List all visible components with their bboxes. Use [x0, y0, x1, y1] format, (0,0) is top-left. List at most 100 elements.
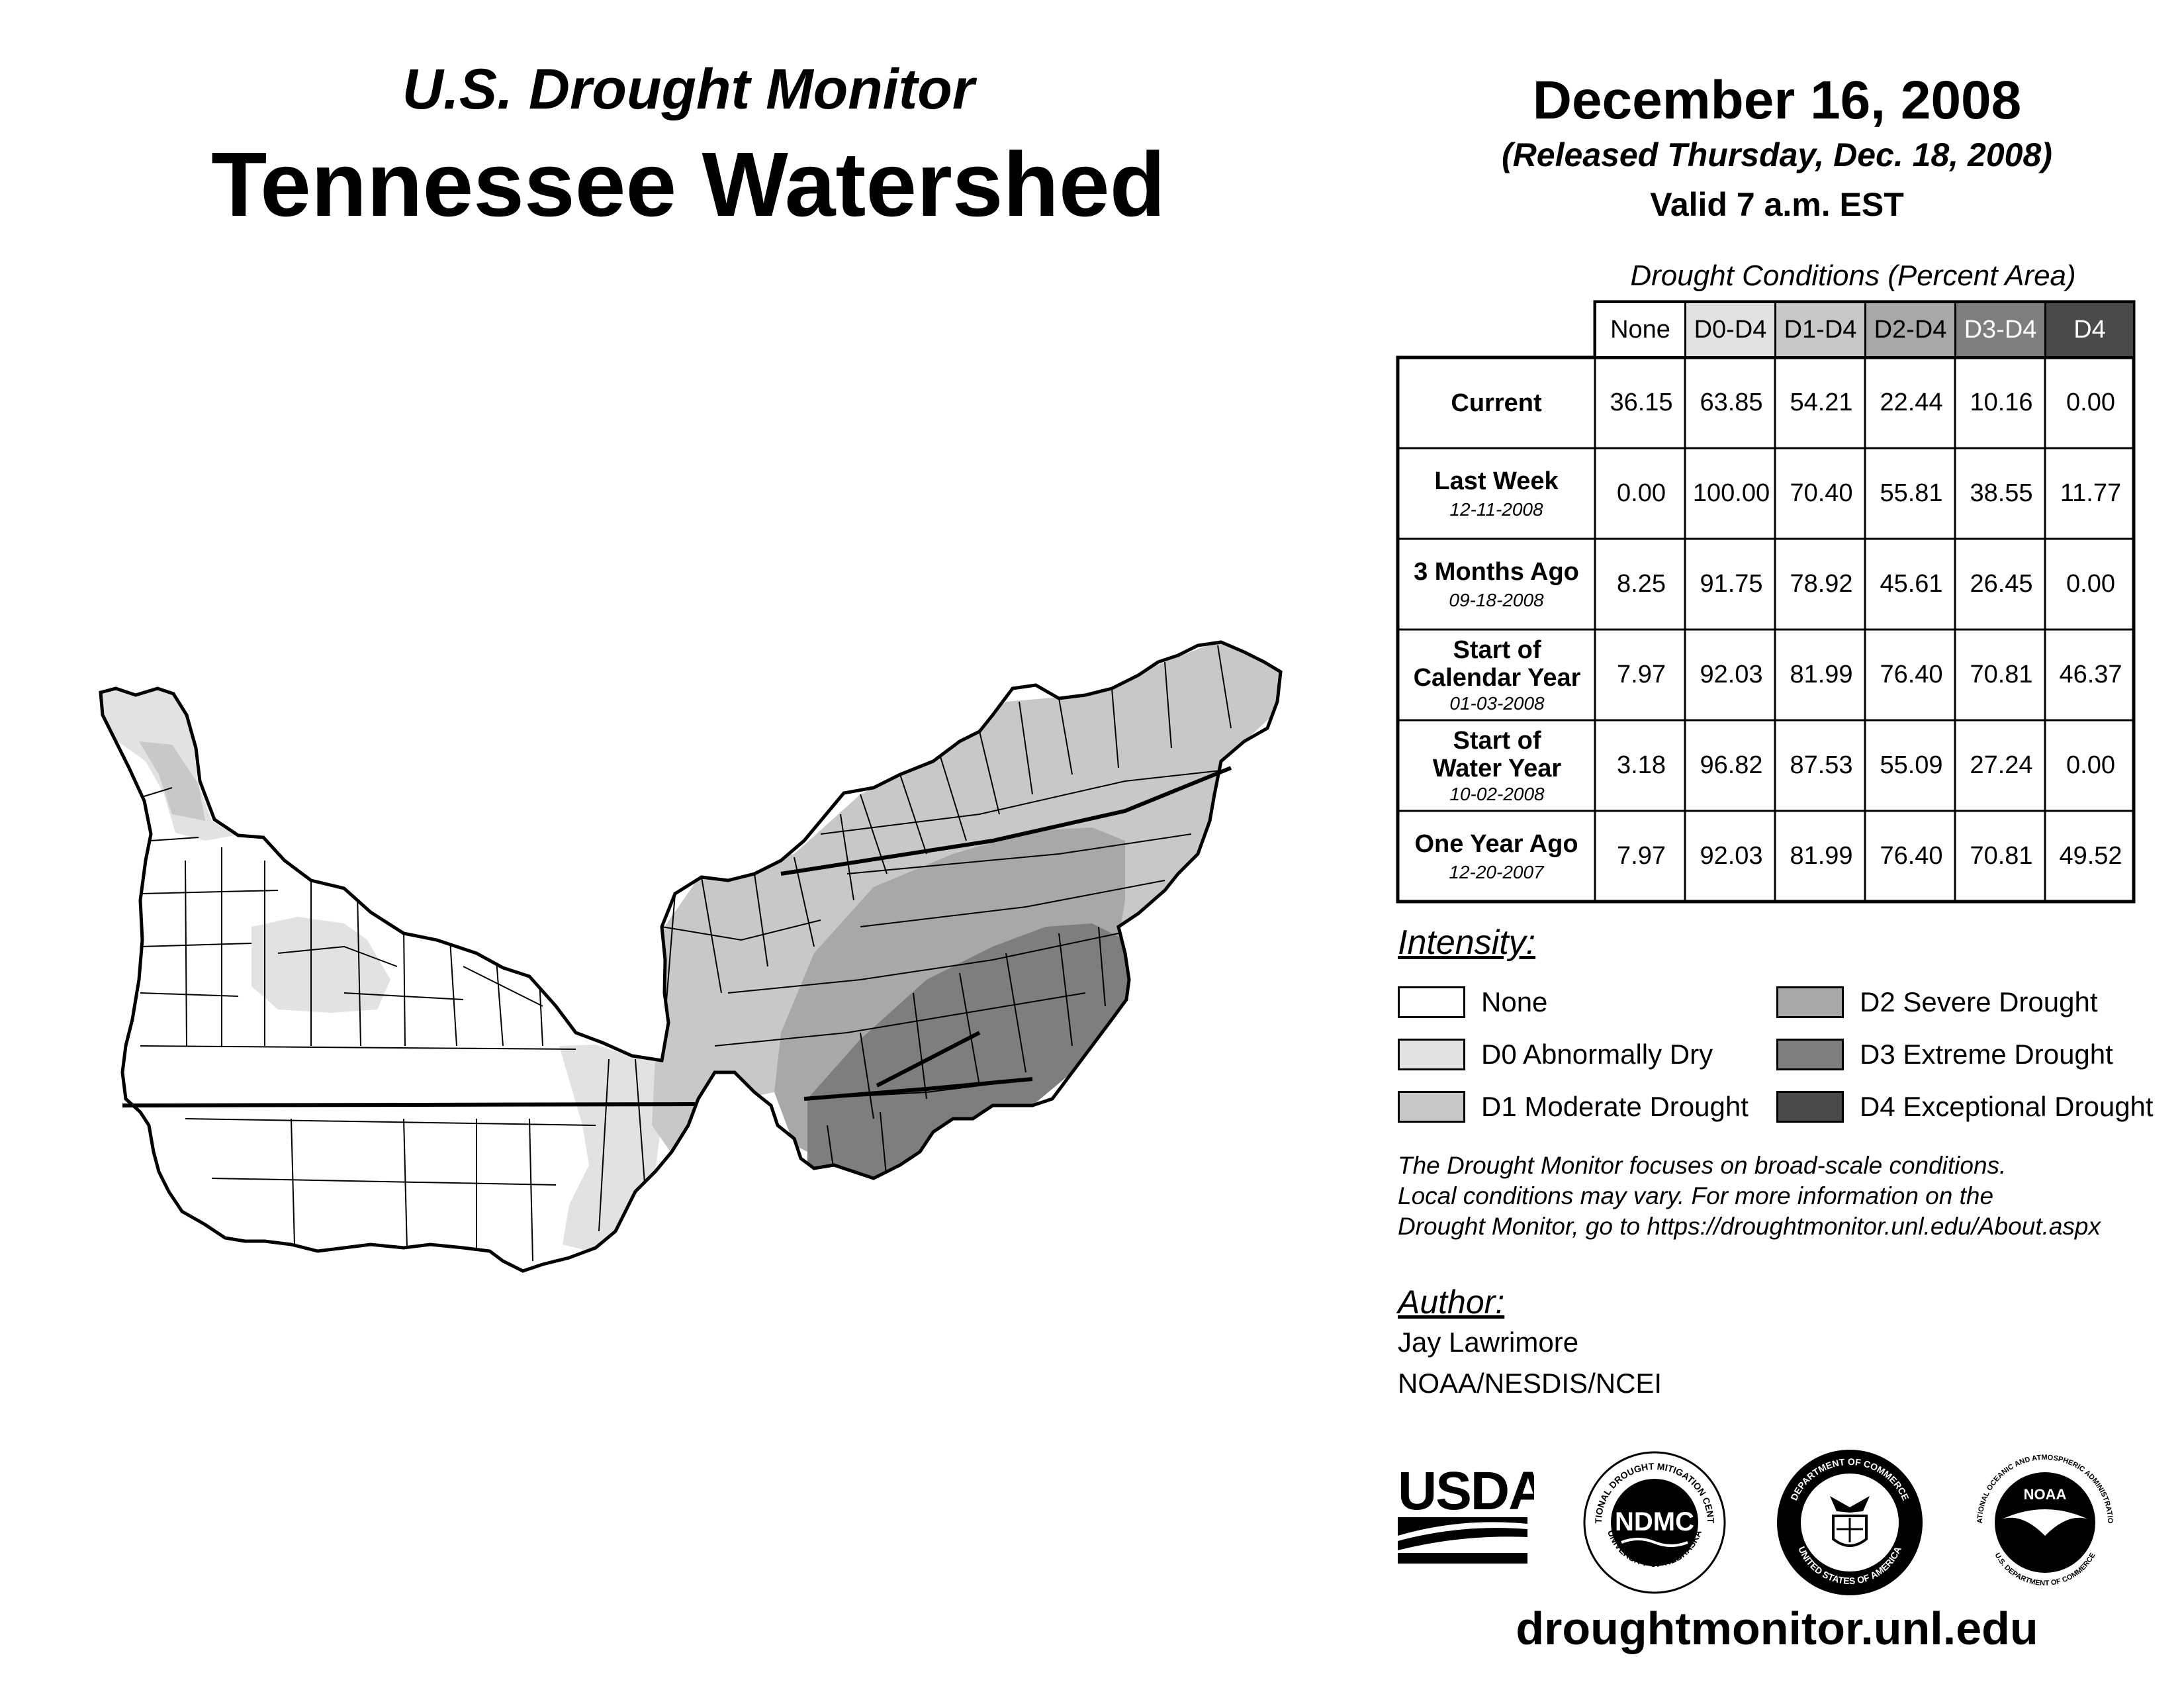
- table-cell: 0.00: [2066, 570, 2115, 598]
- legend-title: Intensity:: [1398, 923, 1536, 962]
- legend-label: D3 Extreme Drought: [1860, 1039, 2113, 1070]
- legend-swatch-d4: [1776, 1091, 1844, 1123]
- table-cell: 70.81: [1970, 661, 2033, 688]
- watershed-map: [93, 635, 1297, 1297]
- table-cell: 0.00: [2066, 389, 2115, 416]
- table-cell: 26.45: [1970, 570, 2033, 598]
- table-cell: 81.99: [1790, 842, 1853, 870]
- table-cell: 81.99: [1790, 661, 1853, 688]
- legend-label: None: [1481, 986, 1548, 1017]
- row-label-text: One Year Ago: [1414, 829, 1578, 858]
- legend-swatch-d3: [1776, 1039, 1844, 1070]
- note-line-1: The Drought Monitor focuses on broad-sca…: [1398, 1152, 2007, 1179]
- state-lines: [122, 766, 1232, 1107]
- table-cell: 0.00: [2066, 751, 2115, 779]
- author-org: NOAA/NESDIS/NCEI: [1398, 1368, 1662, 1399]
- county-lines: [128, 645, 1245, 1262]
- table-cell: 91.75: [1700, 570, 1763, 598]
- d3-area: [807, 923, 1132, 1185]
- table-cell: 70.40: [1790, 479, 1853, 507]
- row-label-one-year-ago: One Year Ago 12-20-2007: [1398, 811, 1595, 902]
- table-cell: 92.03: [1700, 842, 1763, 870]
- table-caption: Drought Conditions (Percent Area): [1630, 259, 2076, 292]
- map-subtitle: U.S. Drought Monitor: [402, 58, 975, 121]
- noaa-logo: NATIONAL OCEANIC AND ATMOSPHERIC ADMINIS…: [1969, 1446, 2114, 1587]
- legend-swatch-d2: [1776, 986, 1844, 1018]
- table-cell: 10.16: [1970, 389, 2033, 416]
- row-label-text: Current: [1451, 389, 1542, 417]
- table-cell: 3.18: [1617, 751, 1666, 779]
- legend-swatch-d0: [1398, 1039, 1465, 1070]
- col-header-d3-d4: D3-D4: [1956, 303, 2046, 356]
- col-header-d4: D4: [2046, 303, 2135, 356]
- row-label-text: 3 Months Ago: [1414, 557, 1579, 586]
- col-header-none: None: [1596, 303, 1686, 356]
- table-cell: 100.00: [1692, 479, 1770, 507]
- table-cell: 63.85: [1700, 389, 1763, 416]
- legend-item-d1: D1 Moderate Drought: [1398, 1091, 1749, 1123]
- table-cell: 96.82: [1700, 751, 1763, 779]
- author-name: Jay Lawrimore: [1398, 1327, 1579, 1358]
- row-label-3-months-ago: 3 Months Ago 09-18-2008: [1398, 539, 1595, 630]
- footer-url: droughtmonitor.unl.edu: [1516, 1603, 2038, 1654]
- col-header-d1-d4: D1-D4: [1776, 303, 1866, 356]
- legend-item-d2: D2 Severe Drought: [1776, 986, 2098, 1018]
- table-cell: 55.09: [1880, 751, 1943, 779]
- col-header-d2-d4: D2-D4: [1866, 303, 1956, 356]
- map-title: Tennessee Watershed: [211, 134, 1165, 236]
- note-line-3: Drought Monitor, go to https://droughtmo…: [1398, 1213, 2101, 1240]
- valid-time: Valid 7 a.m. EST: [1650, 186, 1904, 223]
- svg-text:USDA: USDA: [1398, 1463, 1534, 1521]
- row-label-date: 10-02-2008: [1449, 783, 1545, 804]
- row-label-date: 01-03-2008: [1449, 692, 1545, 714]
- table-cell: 87.53: [1790, 751, 1853, 779]
- ndmc-logo: NATIONAL DROUGHT MITIGATION CENTER UNIVE…: [1582, 1450, 1726, 1594]
- table-cell: 55.81: [1880, 479, 1943, 507]
- usda-logo: USDA: [1398, 1463, 1534, 1564]
- table-cell: 78.92: [1790, 570, 1853, 598]
- legend-item-d0: D0 Abnormally Dry: [1398, 1039, 1713, 1070]
- table-cell: 76.40: [1880, 661, 1943, 688]
- row-label-start-water-year: Start of Water Year 10-02-2008: [1423, 720, 1571, 811]
- table-cell: 45.61: [1880, 570, 1943, 598]
- row-label-start-calendar-year: Start of Calendar Year 01-03-2008: [1406, 630, 1588, 720]
- legend-label: D1 Moderate Drought: [1481, 1091, 1749, 1122]
- author-heading: Author:: [1398, 1284, 1505, 1321]
- table-cell: 7.97: [1617, 842, 1666, 870]
- table-cell: 38.55: [1970, 479, 2033, 507]
- table-cell: 54.21: [1790, 389, 1853, 416]
- legend-swatch-d1: [1398, 1091, 1465, 1123]
- table-cell: 11.77: [2060, 479, 2122, 507]
- table-cell: 92.03: [1700, 661, 1763, 688]
- table-cell: 8.25: [1617, 570, 1666, 598]
- row-label-current: Current: [1398, 357, 1595, 448]
- legend-label: D0 Abnormally Dry: [1481, 1039, 1713, 1070]
- row-label-date: 12-20-2007: [1449, 861, 1544, 882]
- svg-text:NDMC: NDMC: [1615, 1507, 1694, 1536]
- row-label-date: 12-11-2008: [1449, 498, 1543, 520]
- legend-item-none: None: [1398, 986, 1547, 1018]
- legend-item-d4: D4 Exceptional Drought: [1776, 1091, 2154, 1123]
- row-label-last-week: Last Week 12-11-2008: [1398, 448, 1595, 539]
- table-cell: 36.15: [1610, 389, 1673, 416]
- legend-label: D4 Exceptional Drought: [1860, 1091, 2154, 1122]
- svg-text:NOAA: NOAA: [2024, 1486, 2067, 1503]
- table-cell: 70.81: [1970, 842, 2033, 870]
- row-label-text: Last Week: [1434, 467, 1559, 495]
- legend-item-d3: D3 Extreme Drought: [1776, 1039, 2113, 1070]
- legend-swatch-none: [1398, 986, 1465, 1018]
- row-label-text: Start of Calendar Year: [1413, 635, 1581, 692]
- row-label-text: Start of Water Year: [1432, 726, 1562, 782]
- col-header-d0-d4: D0-D4: [1686, 303, 1776, 356]
- note-line-2: Local conditions may vary. For more info…: [1398, 1182, 1994, 1209]
- table-cell: 27.24: [1970, 751, 2033, 779]
- table-cell: 76.40: [1880, 842, 1943, 870]
- table-cell: 46.37: [2059, 661, 2122, 688]
- map-date: December 16, 2008: [1532, 70, 2022, 130]
- commerce-seal: DEPARTMENT OF COMMERCE UNITED STATES OF …: [1777, 1450, 1923, 1595]
- table-cell: 0.00: [1617, 479, 1666, 507]
- row-label-date: 09-18-2008: [1449, 589, 1544, 610]
- table-cell: 22.44: [1880, 389, 1943, 416]
- legend-label: D2 Severe Drought: [1860, 986, 2098, 1017]
- table-cell: 7.97: [1617, 661, 1666, 688]
